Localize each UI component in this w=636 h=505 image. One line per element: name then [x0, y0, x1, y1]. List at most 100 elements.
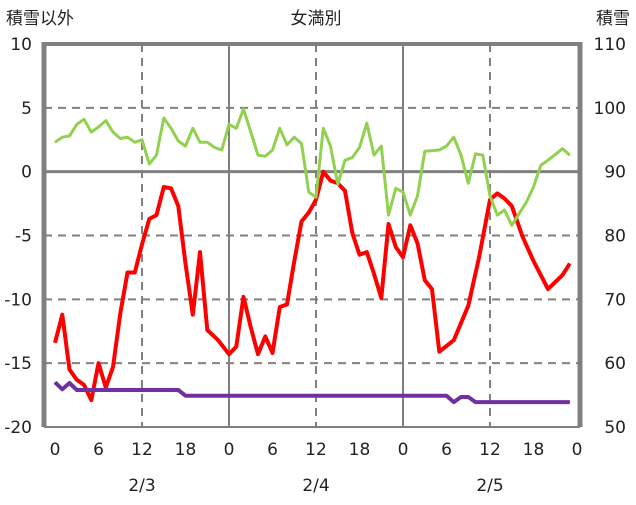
date-label: 2/4	[302, 476, 329, 496]
green-series-point	[243, 108, 244, 110]
green-series-point	[424, 150, 426, 152]
red-series-point	[533, 260, 534, 262]
green-series-point	[163, 117, 165, 119]
red-series-point	[504, 197, 505, 199]
x-tick-label: 0	[224, 440, 235, 460]
red-series-point	[177, 205, 179, 207]
red-series-point	[90, 399, 92, 401]
red-series-point	[522, 236, 524, 238]
red-series-point	[315, 199, 317, 201]
green-series-point	[496, 214, 498, 216]
red-series-point	[235, 346, 237, 348]
red-series-point	[308, 212, 310, 214]
x-tick-label: 18	[523, 440, 545, 460]
green-series-point	[409, 214, 411, 216]
red-series-point	[359, 254, 360, 256]
green-series-point	[127, 136, 128, 138]
green-series-point	[250, 131, 252, 133]
red-series-point	[301, 220, 302, 222]
red-series-point	[286, 303, 288, 305]
y-left-tick-label: 5	[21, 99, 32, 119]
green-series-point	[417, 195, 418, 197]
red-series-point	[380, 297, 382, 299]
red-series-point	[163, 186, 165, 188]
red-series-point	[395, 246, 397, 248]
red-series-point	[148, 218, 150, 220]
green-series-point	[373, 154, 375, 156]
green-series-point	[460, 154, 462, 156]
green-series-point	[54, 141, 56, 143]
green-series-point	[119, 137, 121, 139]
purple-series-point	[569, 401, 571, 403]
green-series-point	[482, 154, 484, 156]
green-series-point	[489, 195, 491, 197]
red-series-point	[192, 314, 194, 316]
green-series-point	[192, 127, 194, 129]
purple-series-point	[460, 396, 462, 398]
green-series-point	[112, 131, 114, 133]
x-tick-label: 6	[441, 440, 452, 460]
y-left-tick-label: -5	[15, 227, 32, 247]
green-series-point	[380, 145, 382, 147]
green-series-point	[279, 127, 281, 129]
green-series-point	[206, 141, 208, 143]
green-series-point	[199, 141, 201, 143]
green-series-point	[351, 157, 353, 159]
green-series-point	[69, 135, 70, 137]
y-right-tick-label: 70	[604, 290, 626, 310]
purple-series-point	[61, 388, 63, 390]
green-series-point	[330, 145, 331, 147]
red-series-point	[409, 224, 411, 226]
x-tick-label: 0	[398, 440, 409, 460]
green-series-point	[395, 187, 397, 189]
red-series-point	[373, 273, 375, 275]
x-tick-label: 12	[305, 440, 327, 460]
y-right-tick-label: 110	[594, 35, 626, 55]
green-series-point	[547, 159, 549, 161]
green-series-point	[533, 186, 534, 188]
date-label: 2/5	[476, 476, 503, 496]
red-series-point	[228, 353, 230, 355]
red-series-point	[279, 306, 281, 308]
green-series-point	[569, 154, 571, 156]
x-tick-label: 18	[349, 440, 371, 460]
green-series-point	[475, 153, 476, 155]
red-series-point	[431, 288, 433, 290]
red-series-point	[83, 384, 85, 386]
green-series-point	[344, 159, 346, 161]
y-left-tick-label: -20	[4, 418, 32, 438]
y-right-tick-label: 50	[604, 418, 626, 438]
purple-series-point	[76, 389, 78, 391]
right-axis-label: 積雪	[596, 9, 630, 29]
red-series-point	[98, 362, 99, 364]
green-series-point	[264, 155, 266, 157]
green-series-point	[322, 127, 324, 129]
green-series-point	[235, 127, 237, 129]
green-series-point	[366, 122, 368, 124]
date-label: 2/3	[128, 476, 155, 496]
red-series-point	[141, 243, 143, 245]
red-series-point	[134, 272, 136, 274]
green-series-point	[221, 149, 223, 151]
red-series-point	[351, 232, 353, 234]
y-left-tick-label: 0	[21, 163, 32, 183]
green-series-point	[214, 146, 215, 148]
green-series-point	[286, 144, 288, 146]
purple-series-point	[467, 396, 469, 398]
red-series-point	[199, 251, 201, 253]
green-series-point	[293, 136, 295, 138]
green-series-point	[228, 123, 230, 125]
red-series-point	[366, 251, 368, 253]
y-right-tick-label: 60	[604, 354, 626, 374]
red-series-point	[496, 192, 498, 194]
green-series-point	[156, 154, 157, 156]
red-series-point	[330, 180, 331, 182]
green-series-point	[337, 183, 339, 185]
purple-series-point	[446, 395, 447, 397]
red-series-point	[69, 369, 70, 371]
red-series-point	[264, 335, 266, 337]
red-series-point	[272, 352, 273, 354]
green-series-point	[185, 145, 186, 147]
